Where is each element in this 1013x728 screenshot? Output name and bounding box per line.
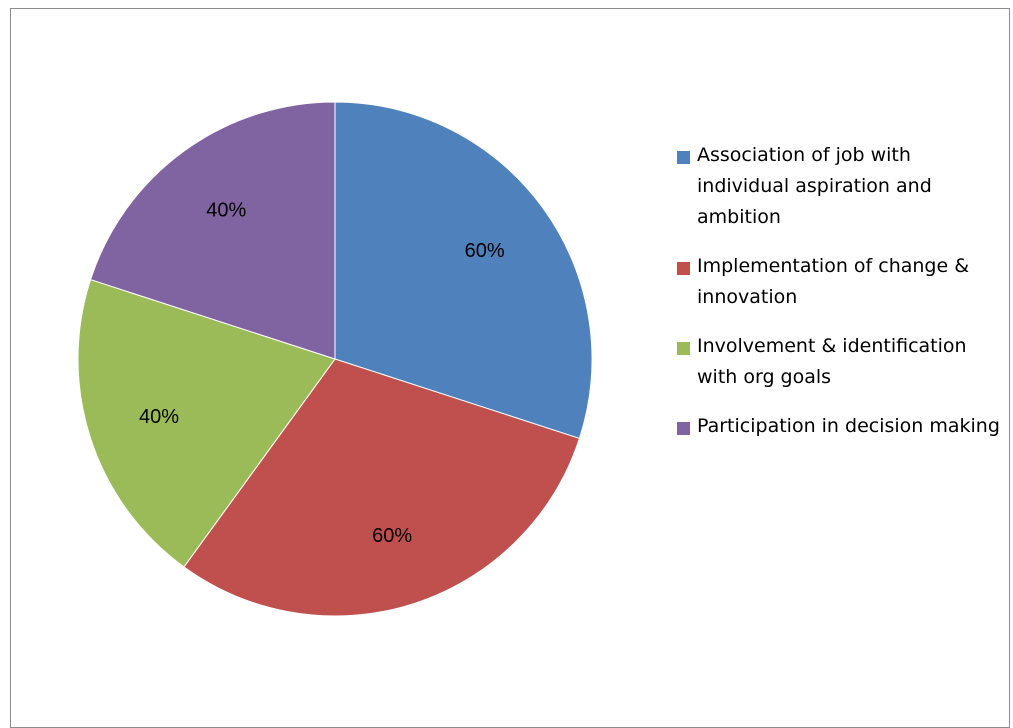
legend-swatch <box>677 422 690 435</box>
legend-label: Involvement & identification with org go… <box>697 335 967 388</box>
legend-item: Implementation of change & innovation <box>675 251 1005 313</box>
data-label: 40% <box>139 406 179 428</box>
legend-item: Participation in decision making <box>675 411 1005 442</box>
pie-slice <box>77 278 336 568</box>
data-labels: 60% 60% 40% 40% <box>139 199 505 547</box>
data-label: 60% <box>465 240 505 262</box>
legend-label: Association of job with individual aspir… <box>697 144 932 228</box>
legend-item: Involvement & identification with org go… <box>675 331 1005 393</box>
legend-swatch <box>677 342 690 355</box>
legend-swatch <box>677 262 690 275</box>
pie-slices <box>77 101 593 617</box>
data-label: 40% <box>206 199 246 221</box>
pie-slice <box>183 358 581 617</box>
legend-swatch <box>677 151 690 164</box>
pie-chart: 60% 60% 40% 40% <box>77 101 593 617</box>
legend-item: Association of job with individual aspir… <box>675 140 1005 233</box>
data-label: 60% <box>372 525 412 547</box>
legend-label: Participation in decision making <box>697 415 1000 437</box>
pie-slice <box>334 101 593 440</box>
legend: Association of job with individual aspir… <box>675 140 1005 460</box>
legend-label: Implementation of change & innovation <box>697 255 970 308</box>
pie-slice <box>89 101 336 360</box>
